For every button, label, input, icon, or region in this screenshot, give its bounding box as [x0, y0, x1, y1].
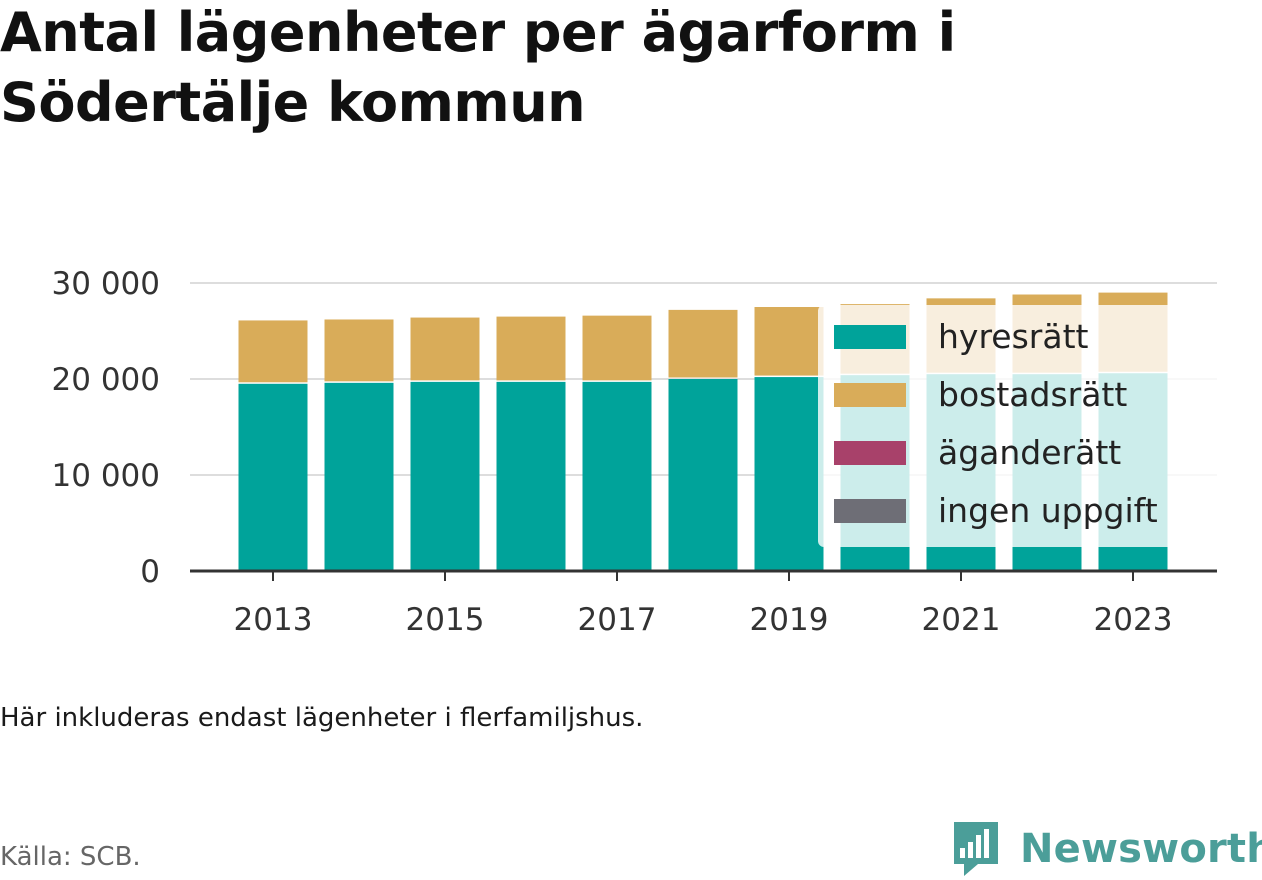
legend-background [818, 305, 1238, 547]
x-tick-label-2023: 2023 [1094, 602, 1173, 638]
x-tick-label-2013: 2013 [234, 602, 313, 638]
legend-label-2: äganderätt [938, 433, 1121, 472]
legend-label-3: ingen uppgift [938, 491, 1158, 530]
brand-logo: Newsworthy [950, 818, 1262, 880]
legend-label-0: hyresrätt [938, 317, 1089, 356]
bar-2018-1 [668, 309, 738, 378]
newsworthy-logo-icon [954, 822, 998, 876]
bar-2016-1 [496, 316, 566, 381]
bar-2018-0 [668, 379, 738, 571]
y-tick-label-30000: 30 000 [52, 266, 160, 302]
y-tick-label-20000: 20 000 [52, 362, 160, 398]
chart-note: Här inkluderas endast lägenheter i flerf… [0, 703, 644, 733]
x-tick-label-2021: 2021 [922, 602, 1001, 638]
bar-2019-0 [754, 377, 824, 571]
brand-name: Newsworthy [1020, 826, 1262, 872]
axes: 0 10 000 20 000 30 000 2013 2015 2017 2019 2021 2… [52, 266, 1217, 638]
legend-swatch-2 [834, 441, 906, 465]
stacked-bar-chart: 0 10 000 20 000 30 000 2013 2015 2017 2019 2021 2… [51, 266, 1238, 638]
bar-2015-0 [410, 381, 480, 571]
x-tick-label-2017: 2017 [578, 602, 657, 638]
bar-2013-0 [238, 383, 308, 571]
legend-label-1: bostadsrätt [938, 375, 1127, 414]
x-tick-label-2019: 2019 [750, 602, 829, 638]
legend-swatch-3 [834, 499, 906, 523]
chart-title: Antal lägenheter per ägarform i Södertäl… [0, 1, 956, 134]
y-tick-label-0: 0 [140, 554, 160, 590]
bar-2014-0 [324, 382, 394, 571]
bar-2019-1 [754, 307, 824, 376]
bar-2016-0 [496, 381, 566, 571]
source-text: Källa: SCB. [0, 842, 141, 872]
bar-2013-1 [238, 320, 308, 383]
x-tick-label-2015: 2015 [406, 602, 485, 638]
bar-2017-0 [582, 381, 652, 571]
y-tick-label-10000: 10 000 [52, 458, 160, 494]
legend-swatch-0 [834, 325, 906, 349]
legend-swatch-1 [834, 383, 906, 407]
bar-2014-1 [324, 319, 394, 382]
bar-2015-1 [410, 317, 480, 381]
legend: hyresrätt bostadsrätt äganderätt ingen uppg… [818, 305, 1238, 547]
bar-2017-1 [582, 315, 652, 381]
